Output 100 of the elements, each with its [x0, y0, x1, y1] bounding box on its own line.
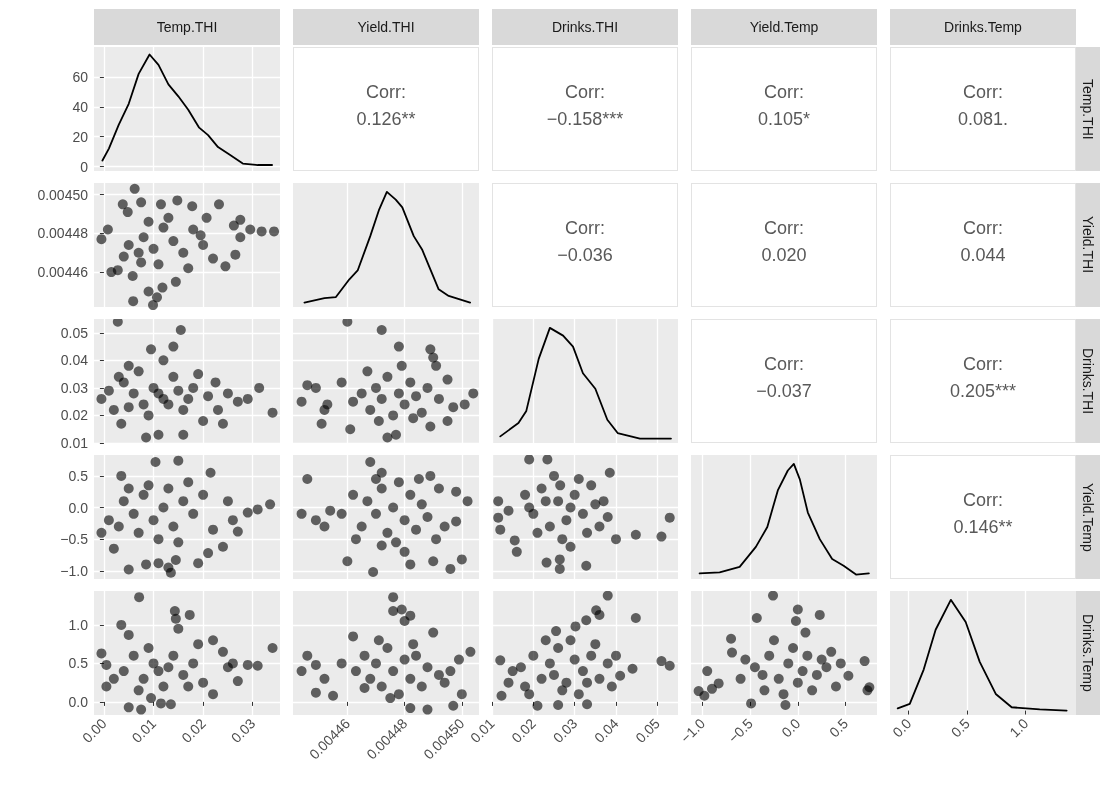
point — [428, 352, 439, 363]
text: Corr: — [963, 490, 1003, 510]
point — [222, 496, 233, 507]
point — [136, 197, 147, 208]
point — [356, 521, 367, 532]
point — [405, 703, 416, 714]
point — [136, 704, 147, 715]
point — [158, 355, 169, 366]
y-tick-label: 0.0 — [68, 693, 89, 710]
y-tick-label: 0.5 — [68, 655, 89, 672]
point — [153, 388, 164, 399]
x-tick-label: 0.04 — [591, 715, 622, 746]
point — [163, 399, 174, 410]
point — [102, 224, 113, 235]
point — [128, 508, 139, 519]
point — [528, 508, 539, 519]
point — [178, 429, 189, 440]
point — [416, 407, 427, 418]
point — [382, 643, 393, 653]
point — [128, 296, 139, 307]
point — [544, 658, 555, 669]
point — [382, 432, 393, 443]
point — [143, 410, 154, 421]
point — [540, 496, 551, 507]
point — [524, 502, 535, 513]
point — [153, 666, 164, 677]
point — [175, 325, 186, 336]
point — [445, 666, 456, 677]
point — [296, 508, 307, 519]
point — [365, 673, 376, 684]
point — [101, 681, 112, 692]
point — [373, 415, 384, 426]
point — [451, 516, 462, 527]
point — [183, 681, 194, 692]
point — [425, 470, 436, 481]
point — [393, 388, 404, 399]
point — [590, 639, 601, 650]
point — [520, 681, 531, 692]
point — [242, 659, 253, 670]
x-tick-label: −0.5 — [724, 715, 756, 747]
y-tick-label: 0.03 — [60, 379, 89, 396]
point — [456, 554, 467, 565]
text: Yield.Temp — [691, 9, 877, 45]
point — [123, 240, 134, 250]
point — [188, 508, 199, 519]
point — [319, 521, 330, 532]
point — [168, 371, 179, 382]
point — [359, 650, 370, 661]
text: Yield.THI — [293, 9, 479, 45]
point — [155, 698, 166, 709]
point — [408, 639, 419, 650]
point — [143, 286, 154, 297]
text: Corr: — [565, 218, 605, 238]
point — [577, 508, 588, 519]
point — [768, 635, 779, 646]
point — [138, 399, 149, 410]
point — [96, 393, 107, 404]
point — [155, 199, 166, 210]
point — [699, 690, 710, 701]
point — [391, 429, 402, 440]
point — [116, 619, 127, 630]
point — [740, 654, 751, 665]
point — [843, 670, 854, 681]
point — [265, 499, 276, 510]
point — [302, 474, 313, 485]
point — [310, 659, 321, 670]
point — [112, 265, 123, 276]
point — [376, 540, 387, 551]
point — [123, 402, 134, 413]
point — [702, 666, 713, 677]
point — [542, 455, 553, 465]
point — [136, 257, 147, 268]
text: Corr: — [764, 218, 804, 238]
point — [150, 456, 161, 467]
point — [148, 658, 159, 669]
point — [296, 666, 307, 677]
point — [252, 504, 263, 515]
point — [165, 567, 176, 578]
point — [148, 515, 159, 526]
point — [553, 643, 564, 653]
point — [388, 502, 399, 513]
point — [413, 474, 424, 485]
x-tick-label: 0.02 — [178, 715, 209, 746]
point — [141, 559, 152, 570]
point — [611, 650, 621, 661]
y-tick-label: 0.05 — [60, 324, 89, 341]
point — [493, 512, 504, 523]
point — [570, 621, 581, 632]
point — [385, 693, 396, 704]
point — [399, 616, 410, 627]
point — [310, 382, 321, 393]
point — [118, 496, 129, 507]
y-tick-label: 0.00450 — [37, 186, 89, 203]
y-tick-label: 0.00448 — [37, 225, 89, 242]
point — [511, 546, 522, 557]
point — [123, 360, 134, 371]
point — [256, 226, 267, 237]
point — [217, 646, 228, 657]
point — [113, 371, 124, 382]
point — [153, 259, 164, 270]
